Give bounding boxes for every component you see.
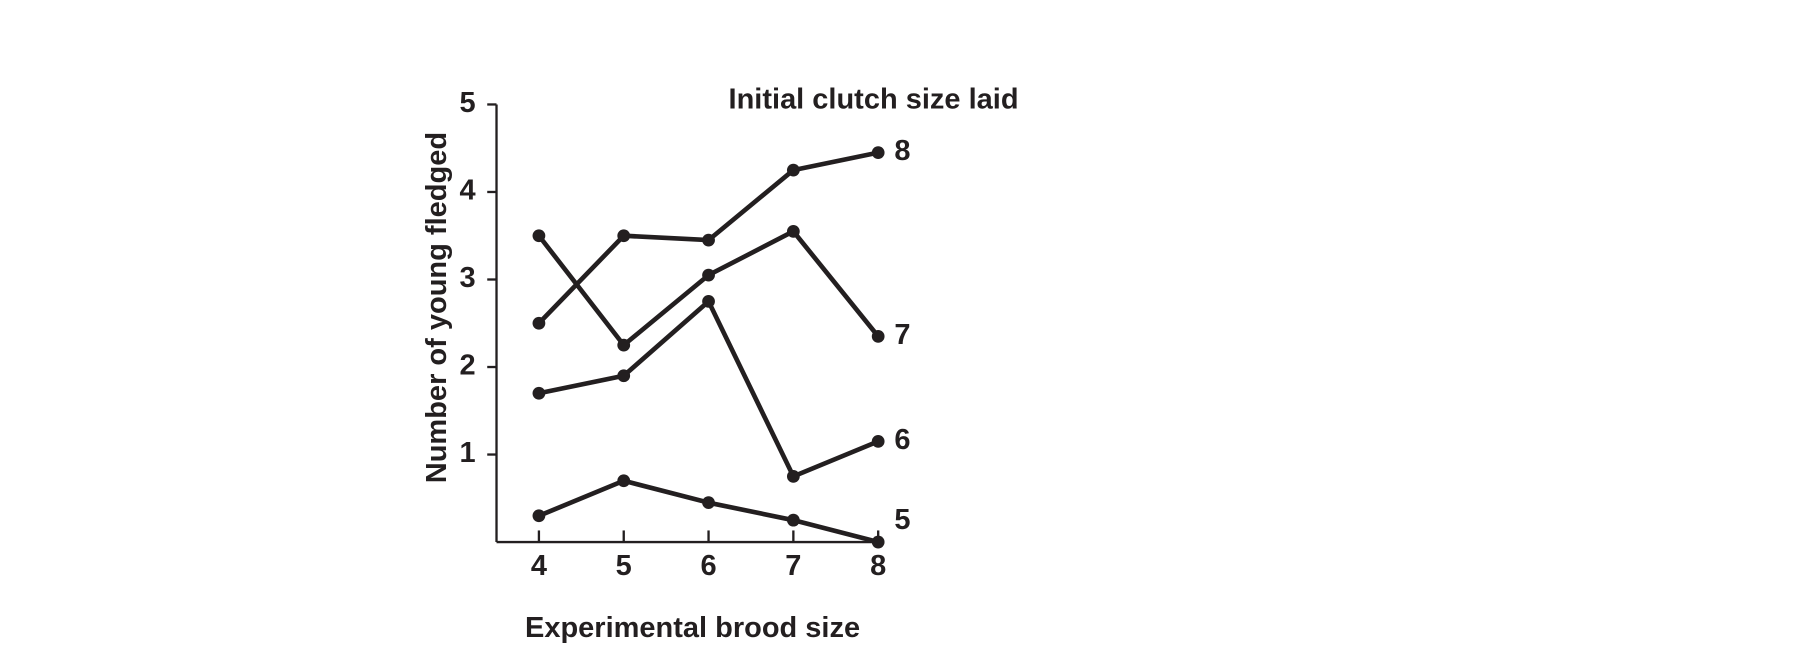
data-point xyxy=(786,513,800,527)
series-line xyxy=(537,229,880,348)
chart-title: Initial clutch size laid xyxy=(729,84,1019,116)
data-point xyxy=(702,294,715,308)
data-point xyxy=(702,496,715,510)
y-tick-label: 5 xyxy=(459,87,475,119)
data-point xyxy=(702,268,715,282)
data-point xyxy=(702,233,715,247)
series-label: 8 xyxy=(894,135,910,167)
x-tick-label: 6 xyxy=(700,550,716,582)
data-point xyxy=(786,470,800,483)
x-tick-label: 5 xyxy=(616,550,632,582)
data-point xyxy=(786,224,800,238)
y-tick-label: 4 xyxy=(459,175,475,207)
data-point xyxy=(532,229,546,243)
data-point xyxy=(871,535,885,549)
y-tick-label: 1 xyxy=(459,437,475,469)
series-label: 7 xyxy=(894,319,910,351)
data-point xyxy=(617,229,631,243)
data-point xyxy=(532,509,546,523)
x-tick-label: 7 xyxy=(785,550,801,582)
series-line xyxy=(538,299,880,479)
data-point xyxy=(786,163,800,177)
x-tick-label: 4 xyxy=(531,550,547,582)
data-point xyxy=(532,316,546,330)
x-axis-label: Experimental brood size xyxy=(525,612,860,644)
y-tick-label: 2 xyxy=(459,350,475,382)
series-label: 6 xyxy=(894,424,910,456)
y-tick-label: 3 xyxy=(459,262,475,294)
y-axis-label: Number of young fledged xyxy=(421,132,453,483)
data-point xyxy=(871,330,885,343)
data-point xyxy=(617,338,631,352)
data-point xyxy=(617,474,631,488)
data-point xyxy=(617,369,631,383)
data-point xyxy=(532,386,546,400)
x-tick-label: 8 xyxy=(870,550,886,582)
series-label: 5 xyxy=(894,504,910,536)
data-point xyxy=(871,435,885,448)
data-point xyxy=(871,146,885,159)
